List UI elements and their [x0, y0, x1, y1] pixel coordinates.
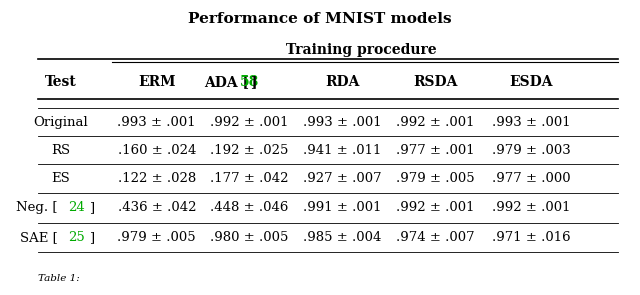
Text: Neg. [: Neg. [ — [16, 201, 58, 214]
Text: 25: 25 — [68, 231, 85, 244]
Text: .941 ± .011: .941 ± .011 — [303, 144, 381, 157]
Text: .979 ± .003: .979 ± .003 — [492, 144, 571, 157]
Text: ERM: ERM — [138, 75, 175, 89]
Text: .977 ± .000: .977 ± .000 — [492, 172, 570, 185]
Text: ES: ES — [51, 172, 70, 185]
Text: .974 ± .007: .974 ± .007 — [396, 231, 474, 244]
Text: .992 ± .001: .992 ± .001 — [396, 116, 474, 129]
Text: Training procedure: Training procedure — [286, 43, 437, 57]
Text: .122 ± .028: .122 ± .028 — [118, 172, 196, 185]
Text: Original: Original — [33, 116, 88, 129]
Text: .993 ± .001: .993 ± .001 — [118, 116, 196, 129]
Text: ]: ] — [250, 75, 256, 89]
Text: ADA [: ADA [ — [205, 75, 250, 89]
Text: .991 ± .001: .991 ± .001 — [303, 201, 381, 214]
Text: .979 ± .005: .979 ± .005 — [396, 172, 474, 185]
Text: SAE [: SAE [ — [20, 231, 58, 244]
Text: 24: 24 — [68, 201, 85, 214]
Text: .980 ± .005: .980 ± .005 — [211, 231, 289, 244]
Text: .993 ± .001: .993 ± .001 — [492, 116, 570, 129]
Text: RSDA: RSDA — [413, 75, 458, 89]
Text: .177 ± .042: .177 ± .042 — [211, 172, 289, 185]
Text: .985 ± .004: .985 ± .004 — [303, 231, 381, 244]
Text: RDA: RDA — [325, 75, 360, 89]
Text: .992 ± .001: .992 ± .001 — [211, 116, 289, 129]
Text: RS: RS — [51, 144, 70, 157]
Text: .977 ± .001: .977 ± .001 — [396, 144, 474, 157]
Text: Performance of MNIST models: Performance of MNIST models — [188, 12, 452, 26]
Text: Table 1:: Table 1: — [38, 274, 83, 283]
Text: .993 ± .001: .993 ± .001 — [303, 116, 381, 129]
Text: ESDA: ESDA — [509, 75, 553, 89]
Text: .992 ± .001: .992 ± .001 — [492, 201, 570, 214]
Text: .436 ± .042: .436 ± .042 — [118, 201, 196, 214]
Text: .927 ± .007: .927 ± .007 — [303, 172, 381, 185]
Text: .971 ± .016: .971 ± .016 — [492, 231, 570, 244]
Text: 58: 58 — [240, 75, 259, 89]
Text: Test: Test — [45, 75, 77, 89]
Text: .160 ± .024: .160 ± .024 — [118, 144, 196, 157]
Text: ]: ] — [89, 201, 94, 214]
Text: ]: ] — [89, 231, 94, 244]
Text: .448 ± .046: .448 ± .046 — [211, 201, 289, 214]
Text: .192 ± .025: .192 ± .025 — [211, 144, 289, 157]
Text: .979 ± .005: .979 ± .005 — [118, 231, 196, 244]
Text: .992 ± .001: .992 ± .001 — [396, 201, 474, 214]
